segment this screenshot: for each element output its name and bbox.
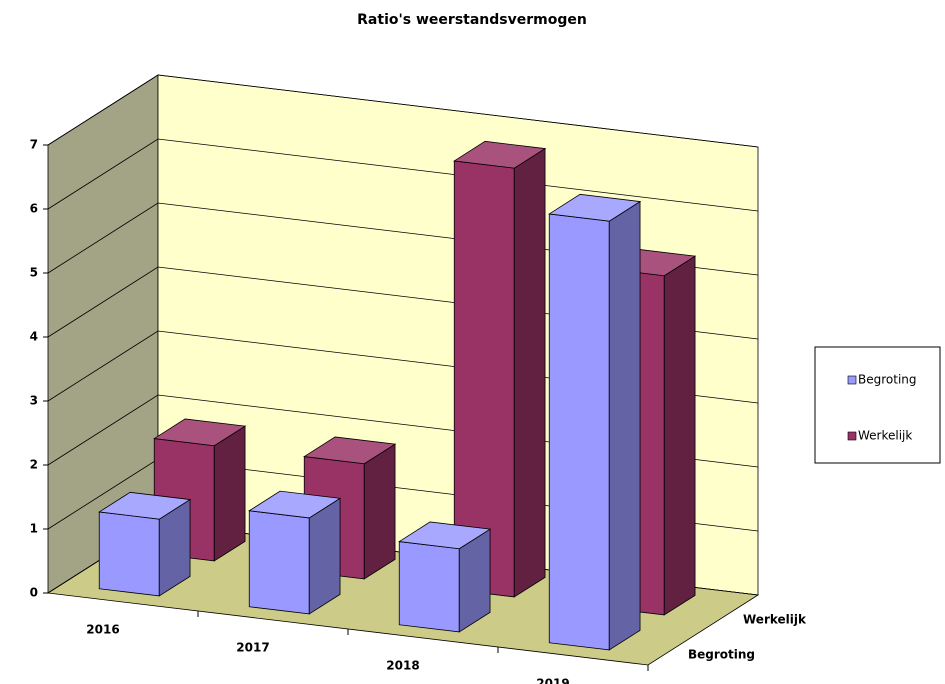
bar-top	[453, 140, 547, 169]
y-tick-label: 0	[30, 586, 38, 600]
bar-side	[213, 425, 246, 562]
x-tick-label: 2016	[86, 623, 119, 637]
y-tick-label: 6	[30, 202, 38, 216]
bar-side	[608, 200, 641, 651]
y-tick-label: 4	[30, 330, 38, 344]
bar-front	[98, 511, 160, 597]
bar-front	[398, 541, 460, 633]
bar-side	[308, 497, 341, 615]
legend-swatch	[847, 431, 857, 441]
y-tick-label: 3	[30, 394, 38, 408]
bar-side	[363, 443, 396, 580]
bar-top	[98, 491, 192, 520]
x-tick-label: 2017	[236, 641, 269, 655]
x-tick-label: 2018	[386, 659, 419, 673]
grid-line	[47, 74, 759, 148]
bar-side	[513, 147, 546, 598]
legend-label: Werkelijk	[858, 429, 912, 443]
bar-front	[248, 510, 310, 615]
series-axis-label: Begroting	[688, 648, 755, 662]
bar-front	[548, 213, 610, 651]
bar-top	[303, 436, 397, 465]
grid-line	[47, 138, 759, 212]
y-tick-label: 2	[30, 458, 38, 472]
legend-box	[814, 346, 941, 464]
legend: Begroting Werkelijk	[814, 346, 941, 464]
y-tick-label: 7	[30, 138, 38, 152]
y-tick-label: 1	[30, 522, 38, 536]
bar-top	[248, 490, 342, 519]
chart-title: Ratio's weerstandsvermogen	[357, 12, 587, 28]
bar-top	[548, 193, 642, 222]
legend-swatch	[847, 375, 857, 385]
bar-side	[663, 255, 696, 616]
x-tick-label: 2019	[536, 677, 569, 684]
legend-label: Begroting	[858, 373, 917, 387]
bar-top	[153, 418, 247, 447]
y-tick-label: 5	[30, 266, 38, 280]
bar-top	[398, 521, 492, 550]
series-axis-label: Werkelijk	[743, 613, 807, 627]
